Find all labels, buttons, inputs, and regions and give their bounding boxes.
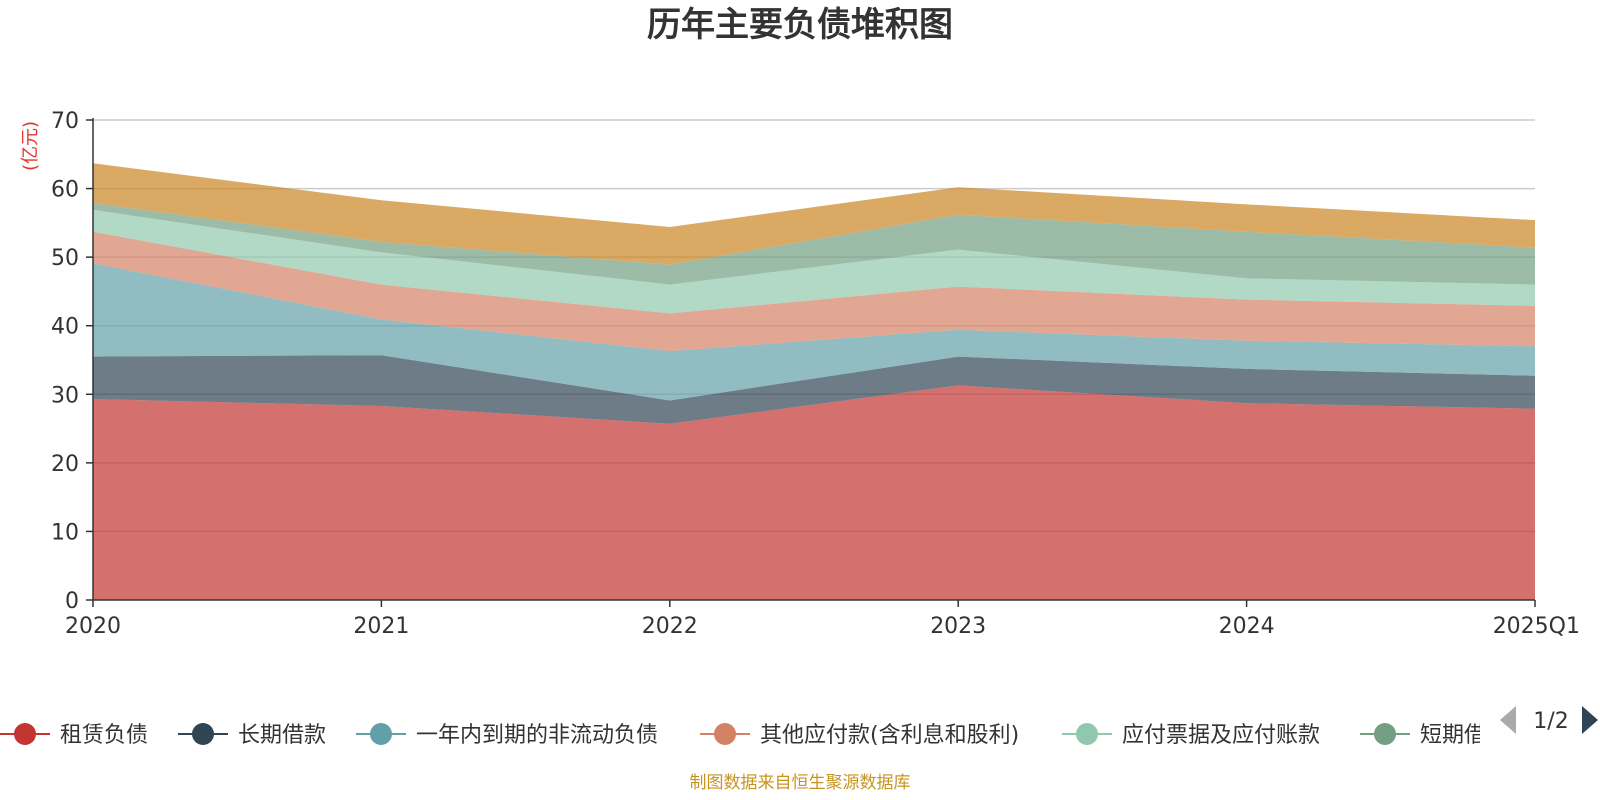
- area-series-6[interactable]: [93, 163, 1535, 265]
- legend-item-1[interactable]: 长期借款: [178, 723, 326, 748]
- chart-title: 历年主要负债堆积图: [647, 5, 953, 45]
- y-tick-label: 60: [51, 178, 79, 203]
- legend-pager: 1/2: [1500, 706, 1598, 734]
- x-tick-label: 2023: [930, 614, 986, 639]
- legend-item-0[interactable]: 租赁负债: [0, 723, 148, 748]
- area-series-group: [93, 163, 1535, 600]
- legend-prev-page-icon[interactable]: [1500, 706, 1516, 734]
- legend-label: 租赁负债: [60, 723, 148, 748]
- legend-marker: [714, 723, 736, 745]
- axes: 0 10 20 30 40 50 60 70 2020 2021 2022 2023 2024 2025Q…: [51, 109, 1580, 639]
- y-tick-label: 0: [65, 589, 79, 614]
- area-series-0[interactable]: [93, 385, 1535, 600]
- legend-marker: [370, 723, 392, 745]
- x-tick-label: 2024: [1219, 614, 1275, 639]
- legend-marker: [1076, 723, 1098, 745]
- source-note: 制图数据来自恒生聚源数据库: [690, 773, 911, 793]
- area-series-2[interactable]: [93, 263, 1535, 401]
- x-tick-label: 2020: [65, 614, 121, 639]
- legend-marker: [192, 723, 214, 745]
- legend-item-2[interactable]: 一年内到期的非流动负债: [356, 723, 658, 748]
- legend-marker: [1374, 723, 1396, 745]
- legend-label: 应付票据及应付账款: [1122, 723, 1320, 748]
- legend-item-4[interactable]: 应付票据及应付账款: [1062, 723, 1320, 748]
- area-series-4[interactable]: [93, 209, 1535, 314]
- y-tick-label: 10: [51, 520, 79, 545]
- x-tick-label: 2022: [642, 614, 698, 639]
- x-tick-label: 2021: [353, 614, 409, 639]
- legend-item-3[interactable]: 其他应付款(含利息和股利): [700, 723, 1019, 748]
- legend: 租赁负债 长期借款 一年内到期的非流动负债 其他应付款(含利息和股利) 应付票据及应付账…: [0, 723, 1486, 748]
- y-tick-label: 70: [51, 109, 79, 134]
- legend-label: 短期借: [1420, 723, 1486, 748]
- legend-label: 一年内到期的非流动负债: [416, 723, 658, 748]
- y-tick-label: 20: [51, 452, 79, 477]
- y-tick-label: 50: [51, 246, 79, 271]
- y-tick-label: 30: [51, 383, 79, 408]
- legend-label: 其他应付款(含利息和股利): [760, 723, 1019, 748]
- legend-page-indicator: 1/2: [1533, 709, 1568, 734]
- area-series-5[interactable]: [93, 202, 1535, 285]
- area-series-3[interactable]: [93, 231, 1535, 352]
- legend-label: 长期借款: [238, 723, 326, 748]
- legend-marker: [14, 723, 36, 745]
- area-series-1[interactable]: [93, 355, 1535, 424]
- legend-item-5[interactable]: 短期借: [1360, 723, 1486, 748]
- legend-next-page-icon[interactable]: [1582, 706, 1598, 734]
- y-axis-unit: (亿元): [20, 121, 41, 171]
- x-tick-label: 2025Q1: [1493, 614, 1580, 639]
- y-tick-label: 40: [51, 315, 79, 340]
